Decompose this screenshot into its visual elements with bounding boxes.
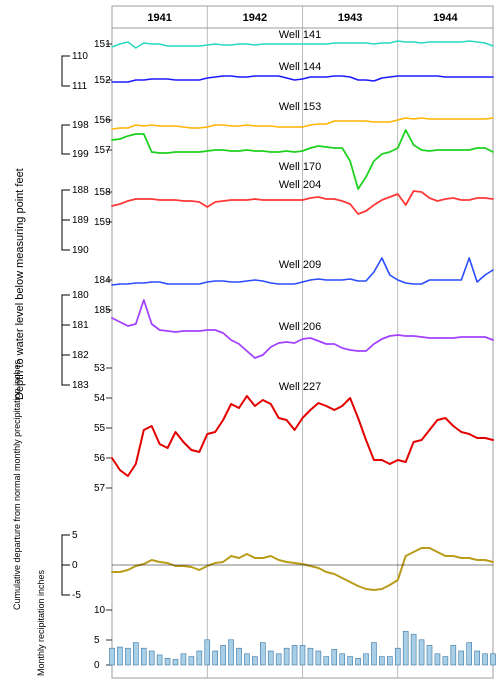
precip-bar [308, 648, 313, 665]
precip-bar [427, 645, 432, 665]
svg-text:156: 156 [94, 115, 111, 126]
svg-text:185: 185 [94, 305, 111, 316]
svg-text:157: 157 [94, 145, 111, 156]
svg-text:151: 151 [94, 39, 111, 50]
precip-bar [491, 654, 496, 665]
precip-bar [300, 645, 305, 665]
precip-bar [395, 648, 400, 665]
svg-text:53: 53 [94, 363, 106, 374]
precip-bar [221, 645, 226, 665]
svg-text:183: 183 [72, 380, 89, 391]
svg-text:199: 199 [72, 149, 89, 160]
precip-bar [181, 654, 186, 665]
precip-bar [356, 658, 361, 665]
well-209-label: Well 209 [279, 259, 322, 271]
precip-bar [435, 654, 440, 665]
precip-bar [411, 634, 416, 665]
svg-text:181: 181 [72, 320, 89, 331]
svg-text:152: 152 [94, 75, 111, 86]
precip-bar [205, 640, 210, 665]
precip-bar [260, 643, 265, 665]
precip-bar [110, 648, 115, 665]
precip-bar [276, 654, 281, 665]
precip-bar [165, 658, 170, 665]
svg-text:57: 57 [94, 483, 106, 494]
precip-bar [237, 648, 242, 665]
svg-text:159: 159 [94, 217, 111, 228]
well-206-label: Well 206 [279, 321, 322, 333]
well-hydrograph-chart: 1941 1942 1943 1944 110 111 198 199 188 189 190 180… [0, 0, 500, 691]
precip-bar [379, 657, 384, 665]
precip-bar [371, 643, 376, 665]
svg-text:1941: 1941 [147, 12, 171, 24]
precip-bar [149, 651, 154, 665]
precip-bar [252, 657, 257, 665]
svg-text:5: 5 [94, 635, 100, 646]
well-227-label: Well 227 [279, 381, 322, 393]
precip-bar [403, 631, 408, 665]
svg-text:190: 190 [72, 245, 89, 256]
svg-text:-5: -5 [72, 590, 81, 601]
svg-text:110: 110 [72, 51, 88, 62]
precip-bar [324, 657, 329, 665]
precip-bar [157, 655, 162, 665]
well-144-label: Well 144 [279, 61, 322, 73]
svg-text:189: 189 [72, 215, 89, 226]
svg-text:10: 10 [94, 605, 106, 616]
precip-bar [483, 654, 488, 665]
svg-text:56: 56 [94, 453, 106, 464]
precip-bar [475, 651, 480, 665]
precip-bar [364, 654, 369, 665]
precip-bar [213, 651, 218, 665]
chart-svg: 1941 1942 1943 1944 110 111 198 199 188 189 190 180… [0, 0, 500, 691]
svg-text:0: 0 [94, 660, 100, 671]
precip-bar [387, 657, 392, 665]
svg-text:54: 54 [94, 393, 106, 404]
y-axis-label-cumdep: Cumulative departure from normal monthly… [12, 360, 22, 610]
precip-bar [197, 651, 202, 665]
well-141-label: Well 141 [279, 29, 322, 41]
precip-bar [125, 648, 130, 665]
svg-text:5: 5 [72, 530, 78, 541]
precip-bar [292, 645, 297, 665]
precip-bar [332, 649, 337, 665]
precip-bar [467, 643, 472, 665]
precip-bar [141, 648, 146, 665]
precip-bar [189, 657, 194, 665]
precip-bar [133, 643, 138, 665]
precip-bar [348, 657, 353, 665]
svg-text:1942: 1942 [243, 12, 267, 24]
precip-bar [451, 645, 456, 665]
svg-text:55: 55 [94, 423, 106, 434]
svg-text:182: 182 [72, 350, 89, 361]
svg-text:0: 0 [72, 560, 78, 571]
precip-bar [459, 651, 464, 665]
precip-bar [268, 651, 273, 665]
well-204-label: Well 204 [279, 179, 322, 191]
precip-bar [419, 640, 424, 665]
svg-text:158: 158 [94, 187, 111, 198]
precip-bar [244, 654, 249, 665]
precip-bar [443, 657, 448, 665]
svg-text:111: 111 [72, 81, 88, 92]
svg-text:1943: 1943 [338, 12, 362, 24]
precip-bar [117, 647, 122, 665]
precip-bar [340, 654, 345, 665]
svg-text:180: 180 [72, 290, 89, 301]
svg-text:1944: 1944 [433, 12, 458, 24]
precip-bar [229, 640, 234, 665]
precip-bar [173, 659, 178, 665]
svg-text:198: 198 [72, 120, 89, 131]
svg-text:188: 188 [72, 185, 89, 196]
well-153-label: Well 153 [279, 101, 322, 113]
svg-text:184: 184 [94, 275, 111, 286]
precip-bar [284, 648, 289, 665]
precip-bar [316, 651, 321, 665]
well-170-label: Well 170 [279, 161, 322, 173]
y-axis-label-precip: Monthly recipitation inches [36, 570, 46, 676]
